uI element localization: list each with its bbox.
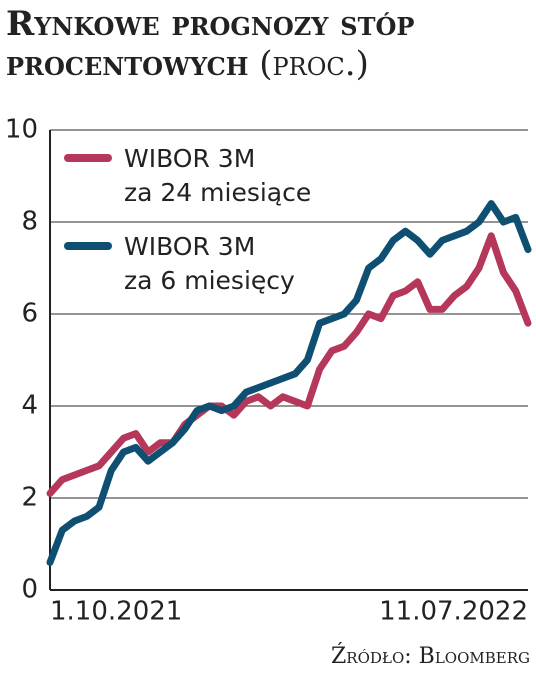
legend-label: WIBOR 3M za 24 miesiące [124, 144, 312, 207]
x-tick-label: 1.10.2021 [50, 597, 182, 627]
y-tick-label: 10 [5, 115, 38, 145]
chart-subtitle: (proc.) [259, 44, 369, 84]
series-line [46, 232, 532, 497]
source: Źródło: Bloomberg [331, 644, 530, 669]
legend-label: WIBOR 3M za 6 miesięcy [124, 232, 295, 295]
x-tick-label: 11.07.2022 [379, 597, 528, 627]
y-tick-label: 2 [21, 483, 38, 513]
y-tick-label: 6 [21, 299, 38, 329]
y-tick-label: 4 [21, 391, 38, 421]
y-tick-label: 0 [21, 575, 38, 605]
y-tick-label: 8 [21, 207, 38, 237]
series-line [46, 200, 532, 566]
chart-title: Rynkowe prognozy stóp procentowych [6, 4, 415, 84]
title-block: Rynkowe prognozy stóp procentowych (proc… [6, 4, 526, 84]
